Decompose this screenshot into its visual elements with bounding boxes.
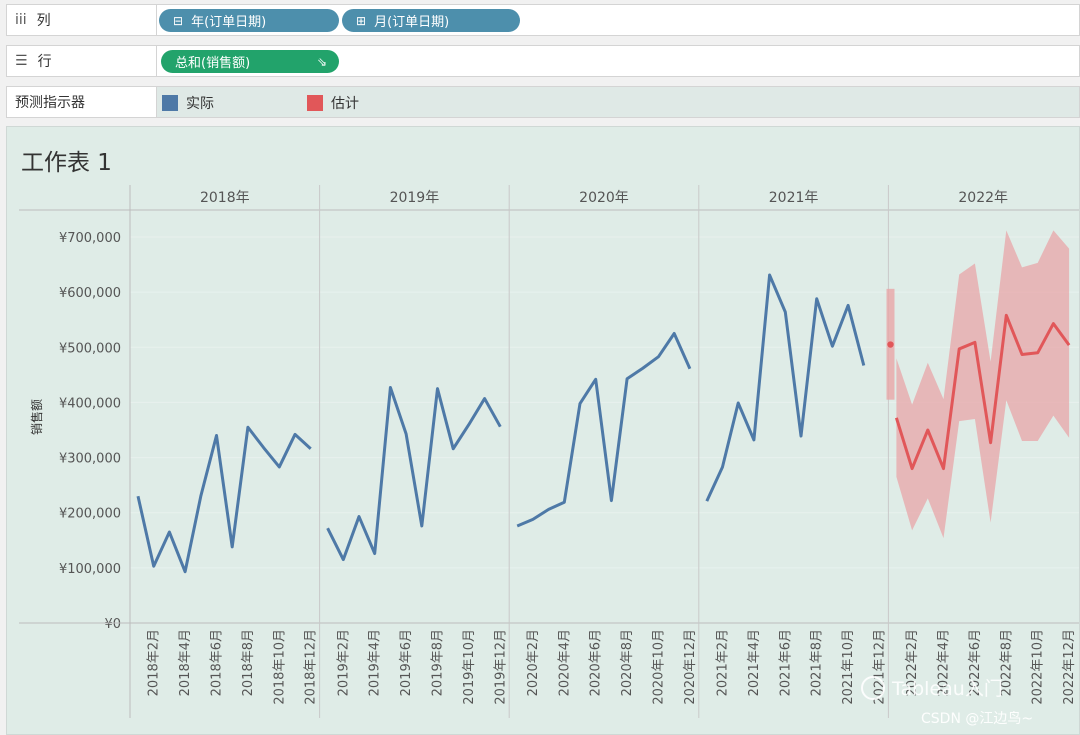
x-tick-label: 2020年12月: [683, 629, 698, 705]
rows-label-text: 行: [37, 54, 52, 70]
y-tick-label: ¥200,000: [59, 507, 121, 522]
columns-label-text: 列: [36, 13, 51, 29]
worksheet: 工作表 1 ¥0 ¥100,000 ¥200,000 ¥300,000 ¥400,000…: [6, 126, 1080, 735]
actual-line-2018年: [136, 425, 312, 574]
x-tick-label: 2019年8月: [431, 629, 446, 696]
rows-icon: ☰: [15, 53, 28, 69]
y-tick-label: ¥0: [104, 617, 121, 632]
y-tick-label: ¥100,000: [59, 562, 121, 577]
x-tick-label: 2022年10月: [1031, 629, 1046, 705]
columns-shelf-label: iii 列: [7, 5, 157, 35]
x-tick-label: 2022年8月: [999, 629, 1014, 696]
x-tick-label: 2020年8月: [620, 629, 635, 696]
legend-text-estimate: 估计: [331, 96, 359, 112]
x-tick-label: 2021年12月: [873, 629, 888, 705]
legend-item-estimate[interactable]: 估计: [307, 93, 359, 113]
x-tick-label: 2020年2月: [526, 629, 541, 696]
x-tick-label: 2021年6月: [778, 629, 793, 696]
x-tick-label: 2018年2月: [147, 629, 162, 696]
y-tick-label: ¥400,000: [59, 396, 121, 411]
x-tick-label: 2019年6月: [399, 629, 414, 696]
x-tick-label: 2022年12月: [1062, 629, 1077, 705]
pill-text: 月(订单日期): [374, 15, 450, 30]
y-axis-title: 销售额: [29, 399, 44, 435]
forecast-trend-icon: ⇘: [316, 54, 327, 69]
wechat-icon: [861, 676, 885, 700]
legend-item-actual[interactable]: 实际: [162, 93, 214, 113]
x-tick-label: 2021年2月: [716, 629, 731, 696]
x-tick-label: 2022年2月: [905, 629, 920, 696]
legend-text-actual: 实际: [186, 96, 214, 112]
x-tick-label: 2020年10月: [652, 629, 667, 705]
x-tick-label: 2021年8月: [810, 629, 825, 696]
estimate-line-2022: [894, 313, 1071, 471]
x-tick-label: 2020年4月: [557, 629, 572, 696]
x-tick-label: 2019年4月: [368, 629, 383, 696]
y-tick-label: ¥300,000: [59, 452, 121, 467]
legend-swatch-actual: [162, 95, 178, 111]
y-tick-label: ¥600,000: [59, 286, 121, 301]
sum-sales-pill[interactable]: 总和(销售额) ⇘: [161, 50, 339, 73]
year-order-date-pill[interactable]: ⊟ 年(订单日期): [159, 9, 339, 32]
y-tick-label: ¥700,000: [59, 231, 121, 246]
rows-shelf: ☰ 行 总和(销售额) ⇘: [6, 45, 1080, 77]
x-tick-label: 2018年12月: [304, 629, 319, 705]
year-header: 2020年: [579, 190, 629, 206]
x-tick-label: 2022年4月: [937, 629, 952, 696]
columns-shelf: iii 列 ⊟ 年(订单日期) ⊞ 月(订单日期): [6, 4, 1080, 36]
line-chart: ¥0 ¥100,000 ¥200,000 ¥300,000 ¥400,000 ¥500,0…: [19, 185, 1079, 727]
forecast-indicator-label: 预测指示器: [7, 87, 157, 117]
forecast-point-2021-12: [887, 341, 894, 348]
year-header: 2022年: [958, 190, 1008, 206]
actual-line-2020年: [516, 332, 692, 528]
x-tick-label: 2018年10月: [272, 629, 287, 705]
pill-text: 总和(销售额): [175, 56, 251, 71]
x-tick-label: 2019年2月: [336, 629, 351, 696]
year-header: 2021年: [769, 190, 819, 206]
x-tick-label: 2018年6月: [210, 629, 225, 696]
x-tick-label: 2020年6月: [589, 629, 604, 696]
x-tick-label: 2021年4月: [747, 629, 762, 696]
x-tick-label: 2021年10月: [841, 629, 856, 705]
pill-text: 年(订单日期): [191, 15, 267, 30]
forecast-indicator-legend: 预测指示器 实际 估计: [6, 86, 1080, 118]
watermark-line1: Tableau入门: [891, 678, 1003, 700]
y-tick-label: ¥500,000: [59, 341, 121, 356]
actual-line-2019年: [326, 386, 502, 562]
columns-icon: iii: [15, 12, 27, 28]
year-header: 2018年: [200, 190, 250, 206]
x-tick-label: 2018年4月: [178, 629, 193, 696]
month-order-date-pill[interactable]: ⊞ 月(订单日期): [342, 9, 520, 32]
legend-swatch-estimate: [307, 95, 323, 111]
sheet-title: 工作表 1: [21, 150, 112, 176]
actual-line-2021年: [705, 273, 866, 502]
watermark-line2: CSDN @江边鸟~: [921, 711, 1033, 727]
x-tick-label: 2018年8月: [241, 629, 256, 696]
expand-icon: ⊞: [356, 13, 367, 28]
x-tick-label: 2019年12月: [493, 629, 508, 705]
x-tick-label: 2022年6月: [968, 629, 983, 696]
year-header: 2019年: [390, 190, 440, 206]
x-tick-label: 2019年10月: [462, 629, 477, 705]
collapse-icon: ⊟: [173, 13, 184, 28]
rows-shelf-label: ☰ 行: [7, 46, 157, 76]
